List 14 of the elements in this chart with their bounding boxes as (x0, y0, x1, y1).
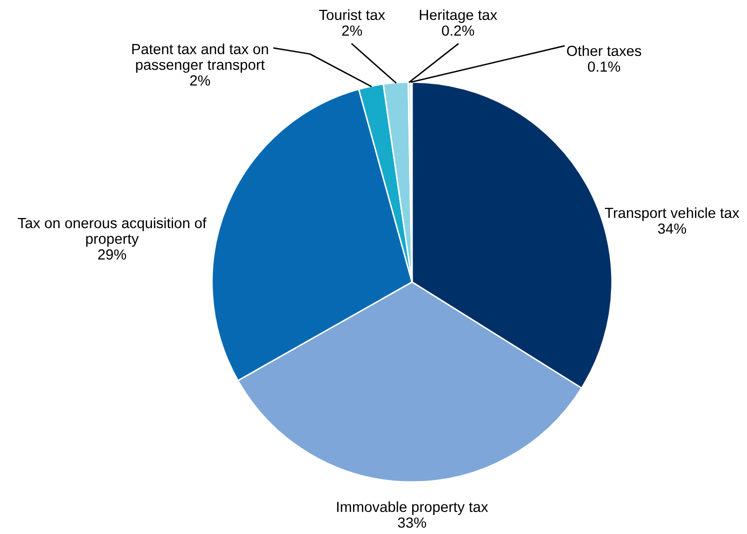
slice-label: Transport vehicle tax (604, 207, 740, 221)
data-label: 2% (190, 75, 210, 86)
data-label: 33% (398, 517, 426, 528)
slice-label: Tourist tax (319, 9, 386, 20)
data-label: 0.1% (588, 61, 620, 72)
data-label: 34% (658, 223, 686, 234)
slice-label: Immovable property tax (337, 501, 488, 515)
slice-label: Other taxes (567, 45, 642, 56)
slice-label: Tax on onerous acquisition of property (18, 217, 206, 247)
data-label: 2% (342, 25, 362, 36)
data-label: 29% (98, 249, 126, 260)
slice-label: Patent tax and tax on passenger transport (132, 43, 268, 73)
data-label: 0.2% (442, 25, 474, 36)
slice-label: Heritage tax (420, 9, 498, 23)
